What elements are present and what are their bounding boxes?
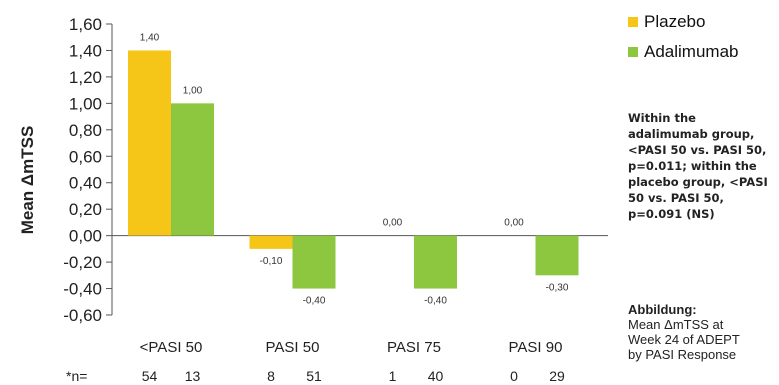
y-tick-label: -0,60 bbox=[63, 306, 102, 325]
data-label: 0,00 bbox=[383, 218, 403, 229]
n-label: *n= bbox=[66, 368, 87, 384]
category-label: PASI 75 bbox=[387, 339, 441, 356]
legend-item-adalimumab: Adalimumab bbox=[628, 40, 739, 64]
legend-swatch-adalimumab bbox=[628, 47, 638, 57]
data-label: 1,40 bbox=[140, 32, 160, 43]
data-label: 1,00 bbox=[183, 85, 203, 96]
bar-plazebo-1 bbox=[128, 50, 171, 236]
bar-chart: 1,60 1,40 1,20 1,00 0,80 0,60 0,40 0,20 0,00 -0,2… bbox=[18, 15, 608, 384]
bar-plazebo-2 bbox=[249, 235, 293, 249]
statistics-note: Within the adalimumab group, <PASI 50 vs… bbox=[628, 111, 768, 221]
n-value: 1 bbox=[389, 368, 397, 384]
bar-adalimumab-4 bbox=[535, 235, 579, 276]
caption-line: Week 24 of ADEPT bbox=[628, 332, 740, 347]
n-value: 54 bbox=[142, 368, 158, 384]
y-tick-label: -0,40 bbox=[63, 280, 102, 299]
y-tick-label: 0,40 bbox=[69, 174, 102, 193]
data-labels: 1,40 1,00 -0,10 -0,40 0,00 -0,40 0,00 -0,30 bbox=[140, 32, 569, 306]
bar-adalimumab-1 bbox=[171, 103, 214, 236]
category-labels: <PASI 50 PASI 50 PASI 75 PASI 90 bbox=[140, 339, 563, 356]
data-label: 0,00 bbox=[504, 218, 524, 229]
n-value: 40 bbox=[428, 368, 444, 384]
caption-title: Abbildung: bbox=[628, 302, 697, 317]
legend-swatch-plazebo bbox=[628, 17, 638, 27]
data-label: -0,30 bbox=[546, 282, 569, 293]
caption-line: Mean ΔmTSS at bbox=[628, 317, 724, 332]
y-tick-label: 0,00 bbox=[69, 227, 102, 246]
data-label: -0,40 bbox=[424, 296, 447, 307]
y-axis: 1,60 1,40 1,20 1,00 0,80 0,60 0,40 0,20 0,00 -0,2… bbox=[63, 15, 608, 325]
y-tick-label: 1,00 bbox=[69, 94, 102, 113]
legend-item-plazebo: Plazebo bbox=[628, 10, 739, 34]
n-value: 0 bbox=[510, 368, 518, 384]
y-tick-label: 1,20 bbox=[69, 68, 102, 87]
legend-label-adalimumab: Adalimumab bbox=[644, 42, 739, 61]
y-tick-label: 0,60 bbox=[69, 147, 102, 166]
n-row: 54 13 8 51 1 40 0 29 *n= bbox=[66, 368, 565, 384]
n-value: 8 bbox=[267, 368, 275, 384]
caption-line: by PASI Response bbox=[628, 347, 737, 362]
y-tick-label: -0,20 bbox=[63, 253, 102, 272]
category-label: <PASI 50 bbox=[140, 339, 203, 356]
category-label: PASI 50 bbox=[266, 339, 320, 356]
data-label: -0,40 bbox=[303, 296, 326, 307]
legend: Plazebo Adalimumab bbox=[628, 10, 739, 70]
y-tick-label: 0,20 bbox=[69, 200, 102, 219]
category-label: PASI 90 bbox=[509, 339, 563, 356]
y-tick-label: 1,40 bbox=[69, 41, 102, 60]
y-tick-label: 0,80 bbox=[69, 121, 102, 140]
bar-adalimumab-3 bbox=[414, 235, 457, 289]
figure-caption: Abbildung: Mean ΔmTSS at Week 24 of ADEP… bbox=[628, 302, 779, 362]
bar-adalimumab-2 bbox=[292, 235, 336, 289]
n-value: 13 bbox=[185, 368, 201, 384]
data-label: -0,10 bbox=[260, 256, 283, 267]
legend-label-plazebo: Plazebo bbox=[644, 12, 706, 31]
bars bbox=[128, 50, 579, 289]
y-axis-label: Mean ΔmTSS bbox=[18, 126, 37, 235]
y-tick-label: 1,60 bbox=[69, 15, 102, 34]
n-value: 29 bbox=[549, 368, 565, 384]
n-value: 51 bbox=[306, 368, 322, 384]
